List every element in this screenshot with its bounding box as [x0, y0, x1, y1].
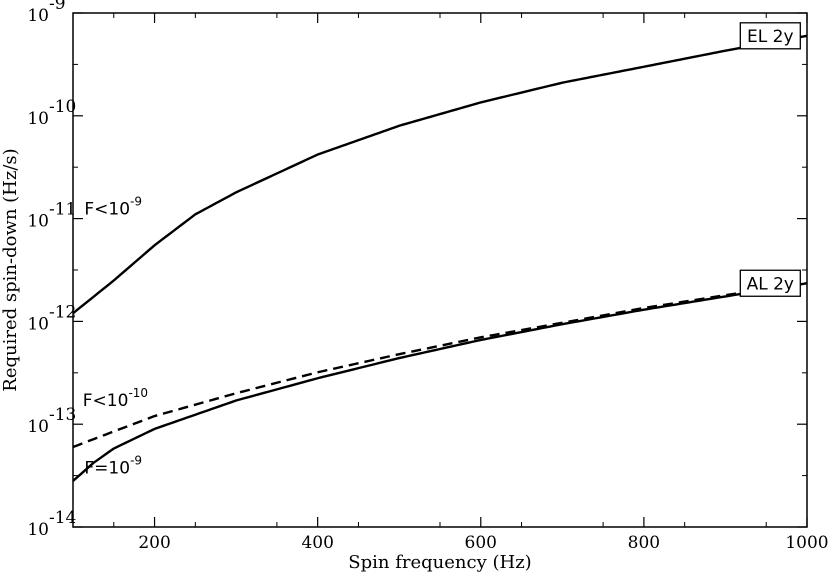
series-group: [72, 34, 808, 482]
x-tick-label: 800: [628, 533, 660, 553]
annotation-al-dashed-label: F<10-10: [83, 386, 148, 411]
y-tick-label: 10-14: [27, 508, 76, 540]
y-tick-label-exp: -13: [49, 405, 76, 425]
annotation-base: F=10: [84, 459, 130, 479]
box-label-frame: [739, 269, 801, 297]
y-tick-label-exp: -10: [49, 97, 76, 117]
y-tick-label: 10-12: [27, 302, 76, 334]
y-tick-label-exp: -12: [49, 302, 76, 322]
annotation-exp: -10: [128, 386, 148, 400]
y-tick-label-base: 10: [27, 212, 49, 232]
annotation-al-solid-label: F=10-9: [84, 454, 142, 479]
x-tick-label: 400: [301, 533, 333, 553]
annotation-el-curve-label: F<10-9: [84, 194, 142, 219]
plot-frame: [72, 12, 808, 528]
x-tick-label: 600: [465, 533, 497, 553]
y-tick-label-base: 10: [27, 520, 49, 540]
y-tick-label-base: 10: [27, 109, 49, 129]
x-tick-label: 200: [138, 533, 170, 553]
box-label-el-2y: EL 2y: [739, 22, 801, 50]
series-line-el-2y-f-lt-1e-9: [72, 34, 808, 315]
series-line-al-2y-f-eq-1e-9: [72, 282, 808, 482]
box-label-frame: [739, 22, 801, 50]
y-tick-label-exp: -14: [49, 508, 76, 528]
x-axis-label: Spin frequency (Hz): [348, 552, 531, 573]
y-tick-label-base: 10: [27, 6, 49, 26]
y-tick-label-base: 10: [27, 417, 49, 437]
series-line-al-2y-f-lt-1e-10: [72, 282, 808, 449]
box-label-text: EL 2y: [747, 27, 794, 47]
y-axis-label: Required spin-down (Hz/s): [0, 148, 21, 391]
annotation-base: F<10: [84, 199, 130, 219]
x-tick-label: 1000: [785, 533, 828, 553]
y-tick-label: 10-9: [27, 0, 65, 26]
box-label-text: AL 2y: [747, 274, 794, 294]
annotation-exp: -9: [130, 454, 142, 468]
annotation-exp: -9: [130, 194, 142, 208]
y-tick-label-base: 10: [27, 314, 49, 334]
ticks: 200 400 600 800 100010-1410-1310-1210-1110-1…: [27, 0, 828, 553]
annotation-base: F<10: [83, 391, 129, 411]
y-tick-label: 10-10: [27, 97, 76, 129]
y-tick-label: 10-13: [27, 405, 76, 437]
y-tick-label-exp: -9: [49, 0, 66, 14]
y-tick-label-exp: -11: [49, 200, 76, 220]
box-label-al-2y: AL 2y: [739, 269, 801, 297]
y-tick-label: 10-11: [27, 200, 76, 232]
